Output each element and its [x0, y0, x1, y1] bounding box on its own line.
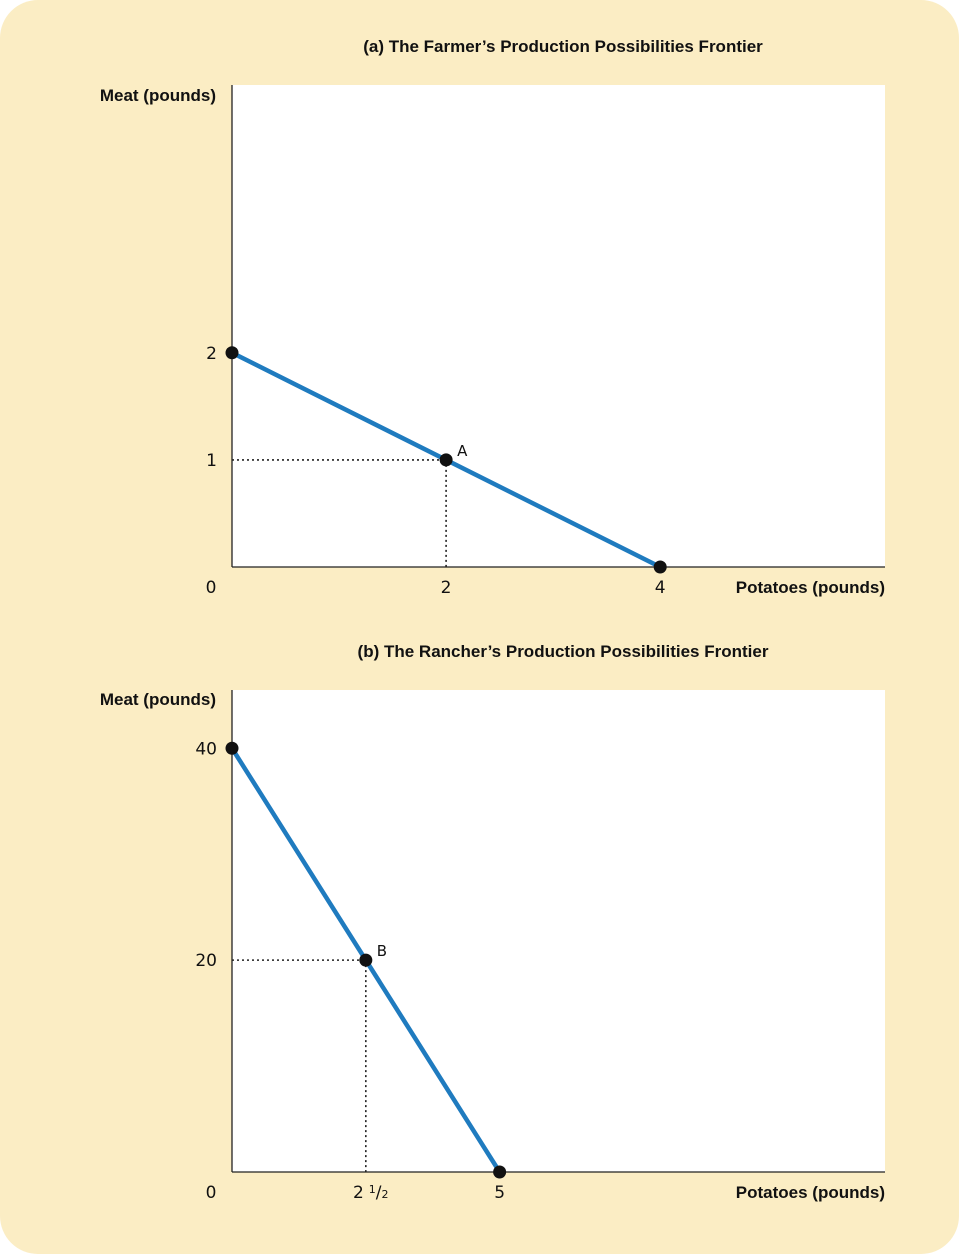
plot-area — [232, 690, 885, 1172]
y-axis-label: Meat (pounds) — [100, 86, 216, 105]
chart-title: (b) The Rancher’s Production Possibiliti… — [358, 642, 769, 661]
y-tick-label: 40 — [195, 739, 217, 759]
data-point — [439, 453, 453, 467]
point-label: B — [377, 942, 387, 960]
data-point — [359, 953, 373, 967]
y-axis-label: Meat (pounds) — [100, 690, 216, 709]
x-tick-label: 0 — [206, 578, 217, 598]
chart-panel-b: (b) The Rancher’s Production Possibiliti… — [100, 642, 885, 1203]
data-point — [225, 741, 239, 755]
x-tick-label: 2 — [353, 1183, 364, 1203]
data-point — [225, 346, 239, 360]
x-tick-label: 0 — [206, 1183, 217, 1203]
x-axis-label: Potatoes (pounds) — [736, 578, 885, 597]
x-tick-fraction: 1/2 — [369, 1183, 389, 1203]
x-axis-label: Potatoes (pounds) — [736, 1183, 885, 1202]
data-point — [653, 560, 667, 574]
data-point — [493, 1165, 507, 1179]
x-tick-label: 4 — [655, 578, 666, 598]
y-tick-label: 20 — [195, 951, 217, 971]
chart-title: (a) The Farmer’s Production Possibilitie… — [363, 37, 763, 56]
y-tick-label: 1 — [206, 451, 217, 471]
y-tick-label: 2 — [206, 344, 217, 364]
plot-area — [232, 85, 885, 567]
chart-panel-a: (a) The Farmer’s Production Possibilitie… — [100, 37, 885, 598]
x-tick-label: 2 — [441, 578, 452, 598]
x-tick-label: 5 — [494, 1183, 505, 1203]
point-label: A — [457, 442, 468, 460]
